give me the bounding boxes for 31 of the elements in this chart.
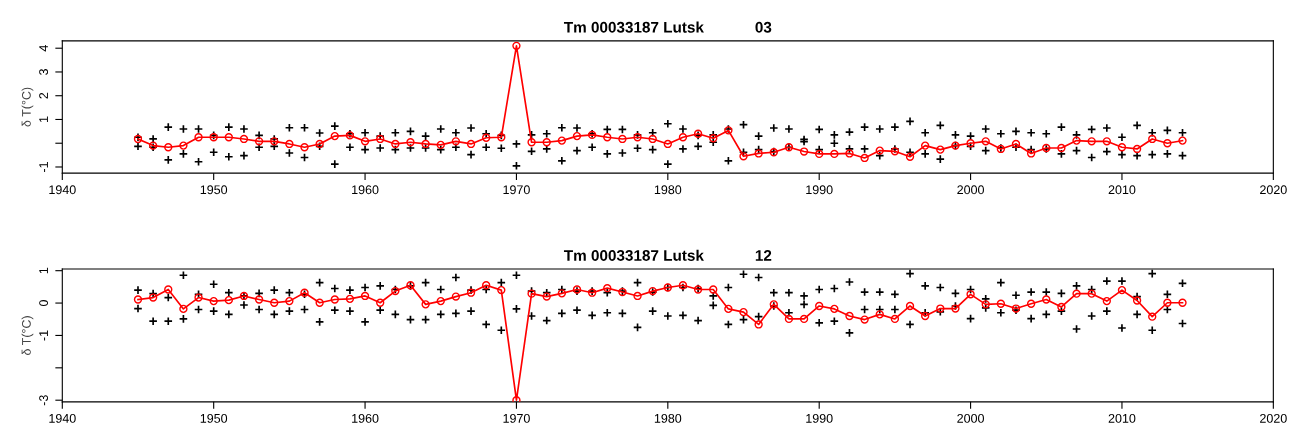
x-tick-label: 2010 xyxy=(1108,413,1136,423)
x-tick-label: 1960 xyxy=(352,185,379,195)
y-tick-label: -1 xyxy=(39,162,48,172)
chart-title: Tm 00033187 Lutsk 12 xyxy=(563,249,772,261)
y-tick-label: 0 xyxy=(39,300,49,307)
x-tick-label: 1950 xyxy=(200,185,228,195)
x-tick-label: 1940 xyxy=(49,185,76,195)
x-tick-label: 2010 xyxy=(1108,185,1136,195)
x-tick-label: 1980 xyxy=(654,413,682,423)
y-tick-label: -3 xyxy=(39,395,49,406)
y-tick-label: 4 xyxy=(39,45,48,52)
x-tick-label: 1990 xyxy=(806,413,833,423)
x-tick-label: 2000 xyxy=(957,413,984,423)
y-tick-label: 1 xyxy=(39,267,48,274)
y-tick-label: -1 xyxy=(39,330,48,341)
y-tick-label: 1 xyxy=(39,116,48,122)
y-axis-title: δ T(°C) xyxy=(21,316,34,356)
x-tick-label: 2000 xyxy=(957,185,984,195)
x-tick-label: 1950 xyxy=(200,413,228,423)
x-tick-label: 2020 xyxy=(1260,413,1287,423)
x-tick-label: 1940 xyxy=(49,413,76,423)
x-tick-label: 1970 xyxy=(503,413,530,423)
y-tick-label: 2 xyxy=(39,92,48,99)
y-axis-title: δ T(°C) xyxy=(21,87,34,127)
chart-title: Tm 00033187 Lutsk 03 xyxy=(563,21,772,33)
x-tick-label: 2020 xyxy=(1260,185,1287,195)
x-tick-label: 1990 xyxy=(806,185,833,195)
x-tick-label: 1970 xyxy=(503,185,530,195)
x-tick-label: 1960 xyxy=(352,413,379,423)
y-tick-label: 3 xyxy=(39,69,49,75)
x-tick-label: 1980 xyxy=(654,185,682,195)
